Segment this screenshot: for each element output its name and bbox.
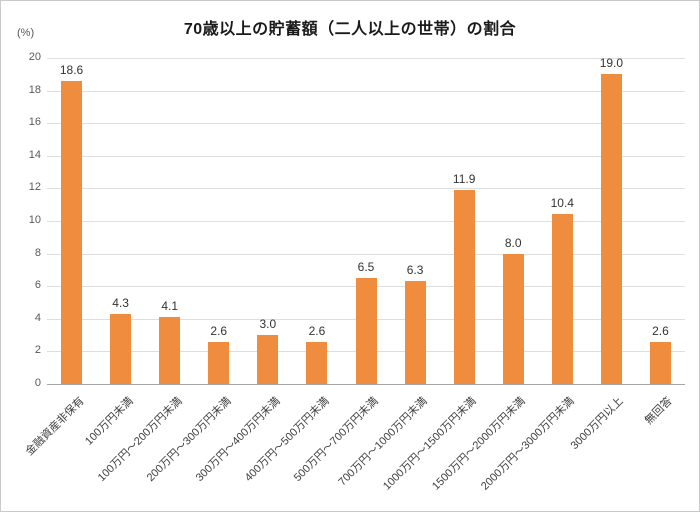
bar-value-label: 19.0 xyxy=(599,56,624,71)
bar xyxy=(208,341,230,384)
y-tick-label: 0 xyxy=(34,377,41,389)
y-tick-label: 8 xyxy=(34,246,41,259)
bar xyxy=(551,214,573,384)
y-tick-label: 14 xyxy=(28,148,41,161)
y-axis-unit-label: (%) xyxy=(17,27,35,39)
bar xyxy=(404,281,426,384)
bar-value-label: 6.5 xyxy=(357,260,375,275)
bar-value-label: 2.6 xyxy=(308,323,326,338)
gridline xyxy=(47,188,685,190)
y-tick-label: 4 xyxy=(34,311,41,324)
bar-value-label: 6.3 xyxy=(406,263,424,278)
bar xyxy=(649,341,671,384)
gridline xyxy=(47,58,685,59)
bar xyxy=(306,341,328,384)
bar xyxy=(110,313,132,384)
gridline xyxy=(47,90,685,92)
y-tick-label: 2 xyxy=(34,344,41,357)
chart-title: 70歳以上の貯蓄額（二人以上の世帯）の割合 xyxy=(183,21,517,38)
gridline xyxy=(47,123,685,125)
bar xyxy=(453,190,475,384)
bar-value-label: 3.0 xyxy=(259,317,277,332)
bar-value-label: 11.9 xyxy=(452,172,476,187)
bar xyxy=(355,278,377,384)
x-axis-line xyxy=(47,384,685,385)
bar-value-label: 10.4 xyxy=(550,196,574,211)
y-tick-label: 10 xyxy=(28,214,41,226)
bar-value-label: 4.1 xyxy=(161,299,179,314)
bar-value-label: 2.6 xyxy=(652,323,669,338)
gridline xyxy=(47,221,685,222)
bar xyxy=(502,253,524,384)
gridline xyxy=(47,253,685,255)
y-tick-label: 16 xyxy=(28,116,41,129)
bar-value-label: 18.6 xyxy=(59,62,84,77)
bar xyxy=(257,335,279,384)
bar-value-label: 8.0 xyxy=(504,235,522,250)
bar xyxy=(159,317,181,384)
y-tick-label: 18 xyxy=(28,83,41,96)
bar xyxy=(61,80,83,384)
bar xyxy=(600,74,622,384)
y-tick-label: 20 xyxy=(28,51,41,63)
y-tick-label: 12 xyxy=(28,181,41,194)
bar-value-label: 2.6 xyxy=(210,323,228,338)
gridline xyxy=(47,155,685,157)
bar-value-label: 4.3 xyxy=(112,295,129,310)
y-tick-label: 6 xyxy=(34,279,41,292)
